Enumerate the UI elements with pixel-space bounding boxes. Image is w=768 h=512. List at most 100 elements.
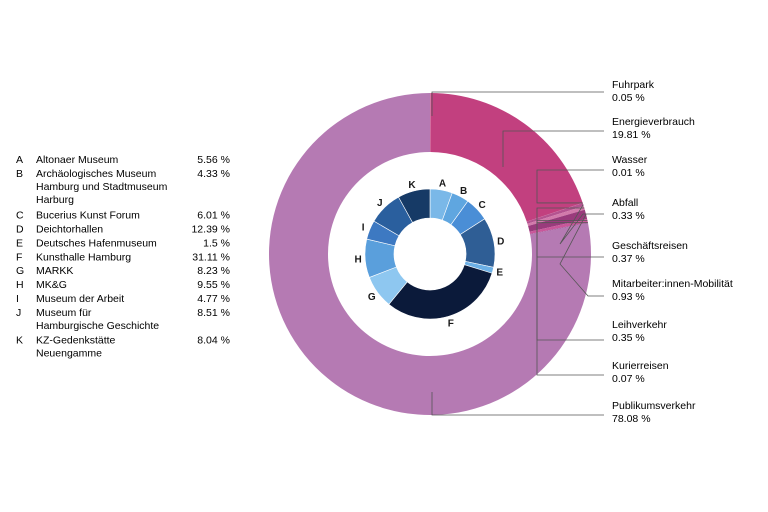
- outer-slice-gesch-ftsreisen: [527, 206, 585, 226]
- legend-letter: G: [16, 265, 24, 277]
- legend-letter: B: [16, 168, 23, 180]
- legend-name: Harburg: [36, 194, 74, 206]
- legend-name: Altonaer Museum: [36, 154, 119, 166]
- inner-label-f: F: [448, 318, 454, 329]
- inner-label-c: C: [479, 200, 486, 211]
- category-name: Abfall: [612, 197, 638, 209]
- museum-legend: A Altonaer Museum 5.56 % B Archäologisches M…: [16, 154, 230, 360]
- legend-value: 4.33 %: [197, 168, 230, 180]
- category-value: 19.81 %: [612, 129, 651, 141]
- legend-name: Museum der Arbeit: [36, 293, 124, 305]
- outer-slice-energieverbrauch: [430, 93, 583, 222]
- inner-slice-k: [398, 188, 431, 223]
- inner-label-j: J: [377, 198, 383, 209]
- leader-wasser: [536, 169, 604, 204]
- legend-letter: E: [16, 237, 23, 249]
- legend-name: KZ-Gedenkstätte: [36, 335, 116, 347]
- legend-value: 8.23 %: [197, 265, 230, 277]
- leader-mitarbeiter-innen-mobilit-t: [559, 214, 604, 297]
- legend-letter: F: [16, 251, 22, 263]
- legend-name: Neuengamme: [36, 348, 102, 360]
- category-value: 78.08 %: [612, 413, 651, 425]
- legend-letter: C: [16, 210, 24, 222]
- category-name: Wasser: [612, 154, 648, 166]
- category-name: Fuhrpark: [612, 79, 655, 91]
- legend-name: MARKK: [36, 265, 73, 277]
- leader-energieverbrauch: [502, 130, 604, 167]
- outer-slice-publikumsverkehr: [269, 93, 591, 416]
- category-value: 0.33 %: [612, 210, 645, 222]
- legend-row-h: H MK&G 9.55 %: [16, 279, 230, 291]
- legend-name: Museum für: [36, 307, 92, 319]
- leader-kurierreisen: [536, 222, 604, 376]
- inner-label-a: A: [439, 179, 446, 190]
- leader-fuhrpark: [431, 91, 604, 116]
- legend-row-f: F Kunsthalle Hamburg 31.11 %: [16, 251, 230, 263]
- inner-label-e: E: [496, 268, 503, 279]
- legend-row-e: E Deutsches Hafenmuseum 1.5 %: [16, 237, 230, 249]
- legend-letter: J: [16, 307, 21, 319]
- legend-value: 31.11 %: [192, 251, 230, 263]
- legend-row-g: G MARKK 8.23 %: [16, 265, 230, 277]
- legend-letter: A: [16, 154, 23, 166]
- donut-hole: [402, 226, 458, 282]
- leader-lines: [431, 91, 604, 416]
- legend-row-a: A Altonaer Museum 5.56 %: [16, 154, 230, 166]
- category-value: 0.05 %: [612, 92, 645, 104]
- legend-row-i: I Museum der Arbeit 4.77 %: [16, 293, 230, 305]
- legend-value: 6.01 %: [197, 210, 230, 222]
- legend-letter: I: [16, 293, 19, 305]
- legend-row-d: D Deichtorhallen 12.39 %: [16, 224, 230, 236]
- outer-slice-kurierreisen: [530, 222, 589, 235]
- legend-value: 4.77 %: [197, 293, 230, 305]
- legend-row-c: C Bucerius Kunst Forum 6.01 %: [16, 210, 230, 222]
- legend-value: 9.55 %: [197, 279, 230, 291]
- category-value: 0.35 %: [612, 332, 645, 344]
- category-name: Energieverbrauch: [612, 116, 695, 128]
- leader-publikumsverkehr: [431, 392, 604, 416]
- category-name: Mitarbeiter:innen-Mobilität: [612, 278, 733, 290]
- inner-label-h: H: [355, 254, 362, 265]
- legend-value: 8.04 %: [197, 335, 230, 347]
- inner-label-d: D: [497, 236, 504, 247]
- category-name: Publikumsverkehr: [612, 400, 696, 412]
- category-value: 0.01 %: [612, 167, 645, 179]
- legend-name: Hamburg und Stadtmuseum: [36, 181, 168, 193]
- legend-letter: H: [16, 279, 24, 291]
- legend-letter: K: [16, 335, 23, 347]
- legend-value: 8.51 %: [197, 307, 230, 319]
- category-name: Leihverkehr: [612, 319, 667, 331]
- legend-name: Deichtorhallen: [36, 224, 103, 236]
- category-value: 0.07 %: [612, 373, 645, 385]
- legend-name: Hamburgische Geschichte: [36, 320, 159, 332]
- category-name: Kurierreisen: [612, 360, 669, 372]
- legend-name: Bucerius Kunst Forum: [36, 210, 140, 222]
- inner-label-g: G: [368, 292, 376, 303]
- legend-name: MK&G: [36, 279, 67, 291]
- category-name: Geschäftsreisen: [612, 240, 688, 252]
- legend-name: Deutsches Hafenmuseum: [36, 237, 157, 249]
- legend-value: 1.5 %: [203, 237, 230, 249]
- legend-value: 5.56 %: [197, 154, 230, 166]
- legend-name: Kunsthalle Hamburg: [36, 251, 131, 263]
- inner-label-i: I: [362, 223, 365, 234]
- category-value: 0.37 %: [612, 253, 645, 265]
- legend-value: 12.39 %: [191, 224, 230, 236]
- category-value: 0.93 %: [612, 291, 645, 303]
- leader-abfall: [559, 204, 604, 245]
- legend-letter: D: [16, 224, 24, 236]
